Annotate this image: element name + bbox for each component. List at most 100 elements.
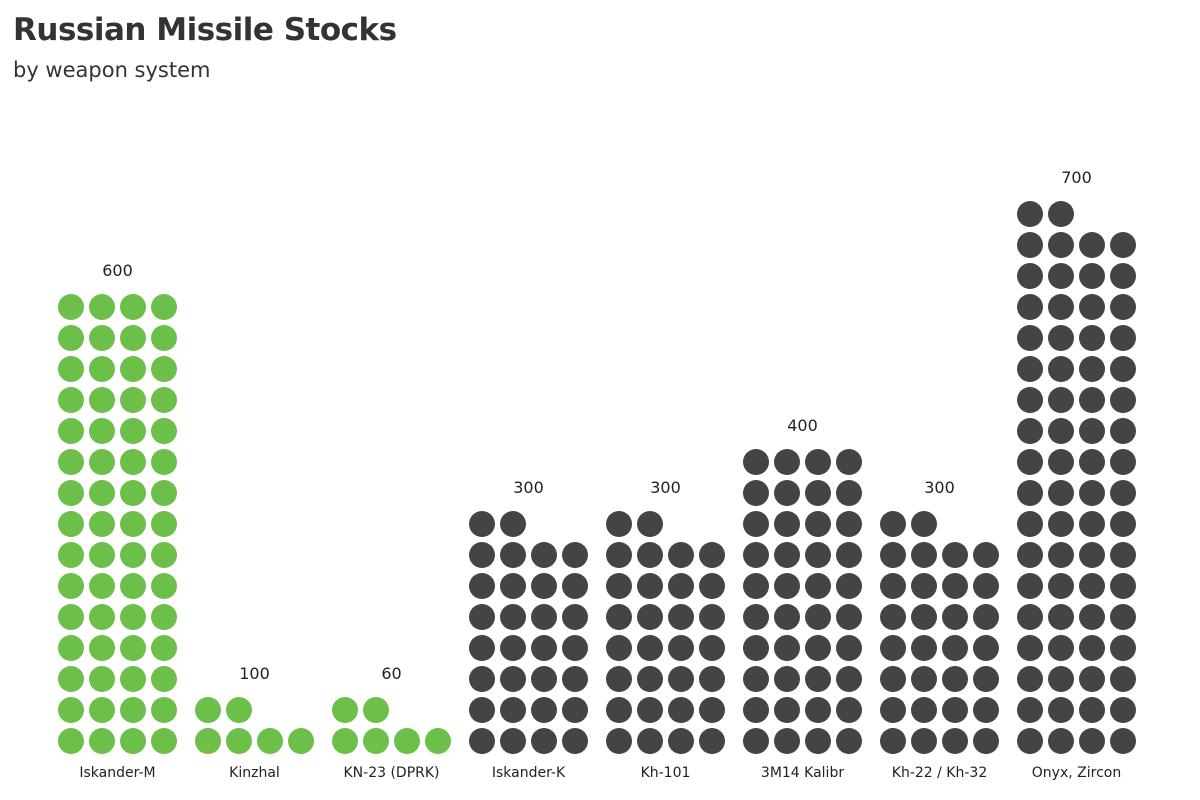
dot <box>606 728 632 754</box>
dot <box>151 697 177 723</box>
dot <box>668 728 694 754</box>
dot <box>151 511 177 537</box>
dot <box>58 573 84 599</box>
dot <box>774 449 800 475</box>
dot <box>668 635 694 661</box>
dot <box>562 542 588 568</box>
dot <box>1017 480 1043 506</box>
dot <box>1017 418 1043 444</box>
dot <box>1079 573 1105 599</box>
dot <box>1017 387 1043 413</box>
dot <box>699 573 725 599</box>
dot <box>836 480 862 506</box>
dot <box>1017 635 1043 661</box>
dot <box>668 542 694 568</box>
dot <box>774 604 800 630</box>
dot <box>1079 604 1105 630</box>
dot <box>89 697 115 723</box>
dot <box>58 728 84 754</box>
category-label: Iskander-K <box>492 765 566 781</box>
dot <box>668 697 694 723</box>
dot <box>58 635 84 661</box>
dot <box>1110 480 1136 506</box>
dot <box>743 728 769 754</box>
dot <box>562 635 588 661</box>
dot <box>973 666 999 692</box>
dot <box>226 728 252 754</box>
dot <box>1079 356 1105 382</box>
dot-bar-2 <box>332 697 451 754</box>
dot <box>668 666 694 692</box>
dot <box>89 449 115 475</box>
dot <box>1048 294 1074 320</box>
dot-bar-1 <box>195 697 314 754</box>
dot <box>58 325 84 351</box>
dot <box>1048 635 1074 661</box>
dot <box>1110 356 1136 382</box>
dot <box>120 325 146 351</box>
dot <box>880 604 906 630</box>
dot <box>531 728 557 754</box>
dot <box>120 356 146 382</box>
dot <box>774 511 800 537</box>
dot <box>637 666 663 692</box>
dot <box>973 635 999 661</box>
dot <box>1048 697 1074 723</box>
dot <box>743 480 769 506</box>
dot <box>469 542 495 568</box>
dot <box>1110 325 1136 351</box>
dot <box>836 728 862 754</box>
dot <box>120 449 146 475</box>
value-label: 700 <box>1061 168 1092 187</box>
value-label: 300 <box>650 478 681 497</box>
dot <box>637 728 663 754</box>
dot <box>120 542 146 568</box>
dot-bar-7 <box>1017 201 1136 754</box>
dot <box>606 511 632 537</box>
dot <box>120 418 146 444</box>
dot <box>120 697 146 723</box>
dot <box>774 697 800 723</box>
dot <box>469 604 495 630</box>
dot <box>836 449 862 475</box>
dot <box>469 573 495 599</box>
dot <box>911 728 937 754</box>
dot <box>1048 201 1074 227</box>
dot <box>911 542 937 568</box>
dot <box>805 728 831 754</box>
dot <box>469 728 495 754</box>
dot <box>836 604 862 630</box>
dot <box>942 728 968 754</box>
dot <box>1079 511 1105 537</box>
dot <box>1048 604 1074 630</box>
dot <box>805 697 831 723</box>
dot <box>89 418 115 444</box>
dot <box>774 728 800 754</box>
dot <box>699 697 725 723</box>
dot <box>911 511 937 537</box>
dot <box>911 573 937 599</box>
value-label: 300 <box>513 478 544 497</box>
dot <box>973 604 999 630</box>
dot <box>195 728 221 754</box>
dot <box>973 728 999 754</box>
dot <box>1048 418 1074 444</box>
dot <box>89 480 115 506</box>
dot <box>120 728 146 754</box>
dot <box>58 418 84 444</box>
dot <box>911 697 937 723</box>
dot <box>1017 449 1043 475</box>
dot <box>332 697 358 723</box>
dot <box>562 573 588 599</box>
dot <box>774 666 800 692</box>
dot <box>1110 573 1136 599</box>
dot <box>500 697 526 723</box>
dot <box>1048 356 1074 382</box>
dot <box>973 697 999 723</box>
dot <box>120 387 146 413</box>
dot <box>89 604 115 630</box>
dot <box>880 635 906 661</box>
dot <box>942 573 968 599</box>
dot <box>699 635 725 661</box>
